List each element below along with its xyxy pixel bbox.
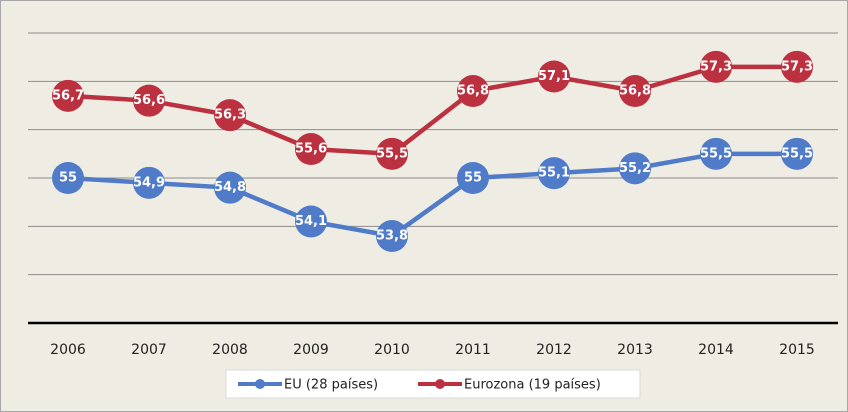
x-tick-label: 2010 xyxy=(374,342,410,358)
data-label: 56,6 xyxy=(133,93,165,108)
data-label: 55 xyxy=(59,171,77,186)
data-label: 54,1 xyxy=(295,214,327,229)
data-label: 57,1 xyxy=(538,69,570,84)
point-marker xyxy=(214,99,246,132)
data-label: 55,5 xyxy=(376,146,408,161)
x-tick-label: 2011 xyxy=(455,342,491,358)
point-marker xyxy=(52,162,84,194)
point-marker xyxy=(700,137,732,170)
x-tick-label: 2007 xyxy=(131,342,167,358)
point-marker xyxy=(133,166,165,199)
legend-marker xyxy=(255,379,265,389)
series-line xyxy=(67,151,797,239)
data-label: 57,3 xyxy=(700,59,732,74)
data-label: 56,8 xyxy=(457,84,489,99)
point-marker xyxy=(457,162,489,194)
x-tick-label: 2015 xyxy=(779,342,815,358)
point-marker xyxy=(295,133,327,165)
point-marker xyxy=(295,205,327,238)
point-marker xyxy=(538,157,570,190)
data-label: 53,8 xyxy=(376,229,408,244)
data-label: 57,3 xyxy=(781,59,813,74)
data-label: 56,8 xyxy=(619,84,651,99)
point-marker xyxy=(538,60,570,93)
data-label: 54,9 xyxy=(133,175,165,190)
data-label: 54,8 xyxy=(214,180,246,195)
x-tick-label: 2013 xyxy=(617,342,653,358)
point-marker xyxy=(133,84,165,117)
data-label: 56,3 xyxy=(214,108,246,123)
legend-marker xyxy=(435,379,445,389)
data-label: 55,5 xyxy=(700,146,732,161)
data-label: 55,6 xyxy=(295,142,327,157)
point-marker xyxy=(700,50,732,83)
legend-label: Eurozona (19 países) xyxy=(464,378,601,393)
data-label: 55,5 xyxy=(781,146,813,161)
point-marker xyxy=(52,79,84,112)
legend-label: EU (28 países) xyxy=(284,378,378,393)
data-label: 55,1 xyxy=(538,166,570,181)
point-marker xyxy=(781,50,813,83)
data-label: 56,7 xyxy=(52,88,84,103)
series-line xyxy=(67,64,797,157)
x-tick-label: 2009 xyxy=(293,342,329,358)
x-tick-label: 2012 xyxy=(536,342,572,358)
point-marker xyxy=(619,152,651,185)
x-tick-label: 2006 xyxy=(50,342,86,358)
data-label: 55,2 xyxy=(619,161,651,176)
point-marker xyxy=(619,75,651,107)
point-marker xyxy=(781,137,813,170)
x-tick-label: 2014 xyxy=(698,342,734,358)
point-marker xyxy=(376,220,408,252)
point-marker xyxy=(457,75,489,107)
x-tick-label: 2008 xyxy=(212,342,248,358)
data-label: 55 xyxy=(464,171,482,186)
point-marker xyxy=(376,137,408,170)
point-marker xyxy=(214,171,246,204)
